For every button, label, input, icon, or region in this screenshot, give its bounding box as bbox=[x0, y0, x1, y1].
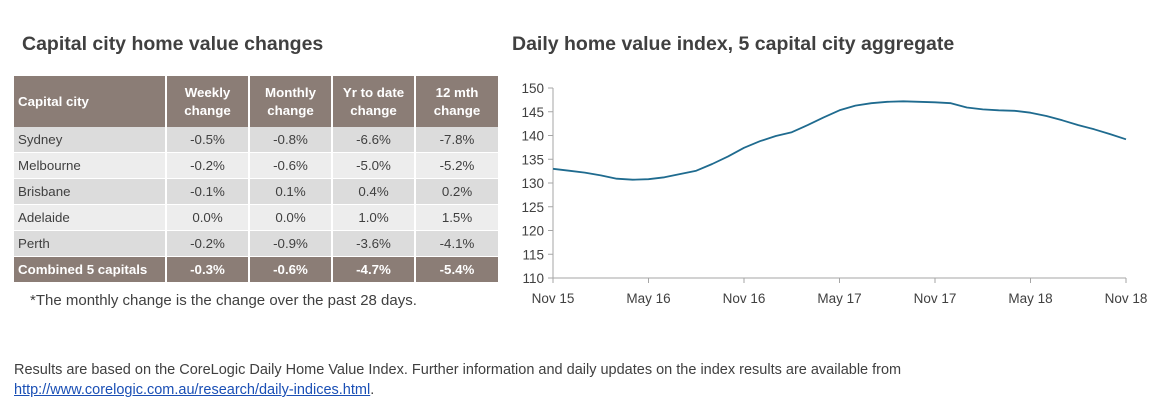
x-tick-label: May 16 bbox=[626, 291, 670, 306]
table-body: Sydney -0.5% -0.8% -6.6% -7.8% Melbourne -0.2%… bbox=[14, 127, 498, 283]
table-header-row: Capital city Weekly change Monthly change Yr … bbox=[14, 76, 498, 127]
table-footnote: *The monthly change is the change over t… bbox=[30, 292, 417, 309]
source-link[interactable]: http://www.corelogic.com.au/research/dai… bbox=[14, 382, 371, 398]
city-name-cell: Adelaide bbox=[14, 204, 167, 231]
column-header-text: 12 mth bbox=[435, 84, 479, 100]
y-tick-label: 145 bbox=[521, 105, 544, 120]
value-cell: -0.2% bbox=[166, 152, 250, 179]
column-header-text: Capital city bbox=[18, 93, 89, 109]
line-chart: 110 115 120 125 130 135 140 145 150 Nov 15 May 16 N… bbox=[521, 81, 1148, 306]
column-header-text: Monthly bbox=[265, 84, 316, 100]
source-text: Results are based on the CoreLogic Daily… bbox=[14, 362, 902, 378]
value-cell: -0.6% bbox=[249, 152, 333, 179]
value-cell: 1.5% bbox=[415, 204, 498, 231]
y-tick-label: 115 bbox=[522, 247, 544, 262]
y-tick-label: 140 bbox=[521, 129, 544, 144]
value-cell: -0.1% bbox=[166, 178, 250, 205]
index-series-line bbox=[552, 100, 1127, 181]
city-name-cell: Brisbane bbox=[14, 178, 167, 205]
table-row: Sydney -0.5% -0.8% -6.6% -7.8% bbox=[14, 127, 498, 153]
value-cell: -0.3% bbox=[166, 256, 250, 283]
table-row: Perth -0.2% -0.9% -3.6% -4.1% bbox=[14, 230, 498, 257]
table-row: Brisbane -0.1% 0.1% 0.4% 0.2% bbox=[14, 178, 498, 205]
value-cell: 0.2% bbox=[415, 178, 498, 205]
y-tick-label: 120 bbox=[521, 224, 544, 239]
y-tick-label: 130 bbox=[521, 176, 544, 191]
value-cell: -4.1% bbox=[415, 230, 498, 257]
chart-title: Daily home value index, 5 capital city a… bbox=[512, 33, 955, 55]
column-header-text: change bbox=[267, 102, 314, 118]
value-cell: 1.0% bbox=[332, 204, 416, 231]
value-cell: -4.7% bbox=[332, 256, 416, 283]
table-title: Capital city home value changes bbox=[22, 33, 324, 55]
value-cell: -0.5% bbox=[166, 127, 250, 153]
y-tick-label: 135 bbox=[521, 152, 544, 167]
value-cell: -3.6% bbox=[332, 230, 416, 257]
column-header: Weekly change bbox=[166, 76, 250, 127]
value-cell: -5.0% bbox=[332, 152, 416, 179]
value-cell: 0.4% bbox=[332, 178, 416, 205]
x-tick-label: May 18 bbox=[1008, 291, 1052, 306]
column-header: Capital city bbox=[14, 76, 167, 127]
value-cell: -0.6% bbox=[249, 256, 333, 283]
column-header-text: change bbox=[184, 102, 231, 118]
x-tick-label: Nov 18 bbox=[1105, 291, 1148, 306]
table-row: Melbourne -0.2% -0.6% -5.0% -5.2% bbox=[14, 152, 498, 179]
value-cell: 0.1% bbox=[249, 178, 333, 205]
source-suffix: . bbox=[370, 382, 375, 398]
table-row: Adelaide 0.0% 0.0% 1.0% 1.5% bbox=[14, 204, 498, 231]
column-header-text: Weekly bbox=[184, 84, 231, 100]
x-tick-label: May 17 bbox=[817, 291, 861, 306]
value-cell: 0.0% bbox=[249, 204, 333, 231]
city-name-cell: Combined 5 capitals bbox=[14, 256, 167, 283]
column-header: 12 mth change bbox=[415, 76, 498, 127]
column-header: Yr to date change bbox=[332, 76, 416, 127]
column-header-text: change bbox=[350, 102, 397, 118]
value-cell: -5.2% bbox=[415, 152, 498, 179]
value-cell: -0.9% bbox=[249, 230, 333, 257]
source-note: Results are based on the CoreLogic Daily… bbox=[14, 360, 901, 400]
column-header-text: Yr to date bbox=[342, 84, 405, 100]
value-cell: -5.4% bbox=[415, 256, 498, 283]
value-cell: -0.8% bbox=[249, 127, 333, 153]
x-tick-label: Nov 15 bbox=[532, 291, 575, 306]
table-total-row: Combined 5 capitals -0.3% -0.6% -4.7% -5.4% bbox=[14, 256, 498, 283]
value-cell: -7.8% bbox=[415, 127, 498, 153]
city-name-cell: Perth bbox=[14, 230, 167, 257]
value-cell: 0.0% bbox=[166, 204, 250, 231]
column-header-text: change bbox=[433, 102, 481, 118]
y-tick-label: 110 bbox=[522, 271, 544, 286]
x-tick-label: Nov 17 bbox=[914, 291, 957, 306]
capital-city-table: Capital city Weekly change Monthly change Yr … bbox=[14, 76, 498, 283]
x-tick-label: Nov 16 bbox=[723, 291, 766, 306]
y-tick-label: 125 bbox=[521, 200, 544, 215]
y-tick-label: 150 bbox=[521, 81, 544, 96]
column-header: Monthly change bbox=[249, 76, 333, 127]
city-name-cell: Melbourne bbox=[14, 152, 167, 179]
value-cell: -0.2% bbox=[166, 230, 250, 257]
value-cell: -6.6% bbox=[332, 127, 416, 153]
city-name-cell: Sydney bbox=[14, 127, 167, 153]
